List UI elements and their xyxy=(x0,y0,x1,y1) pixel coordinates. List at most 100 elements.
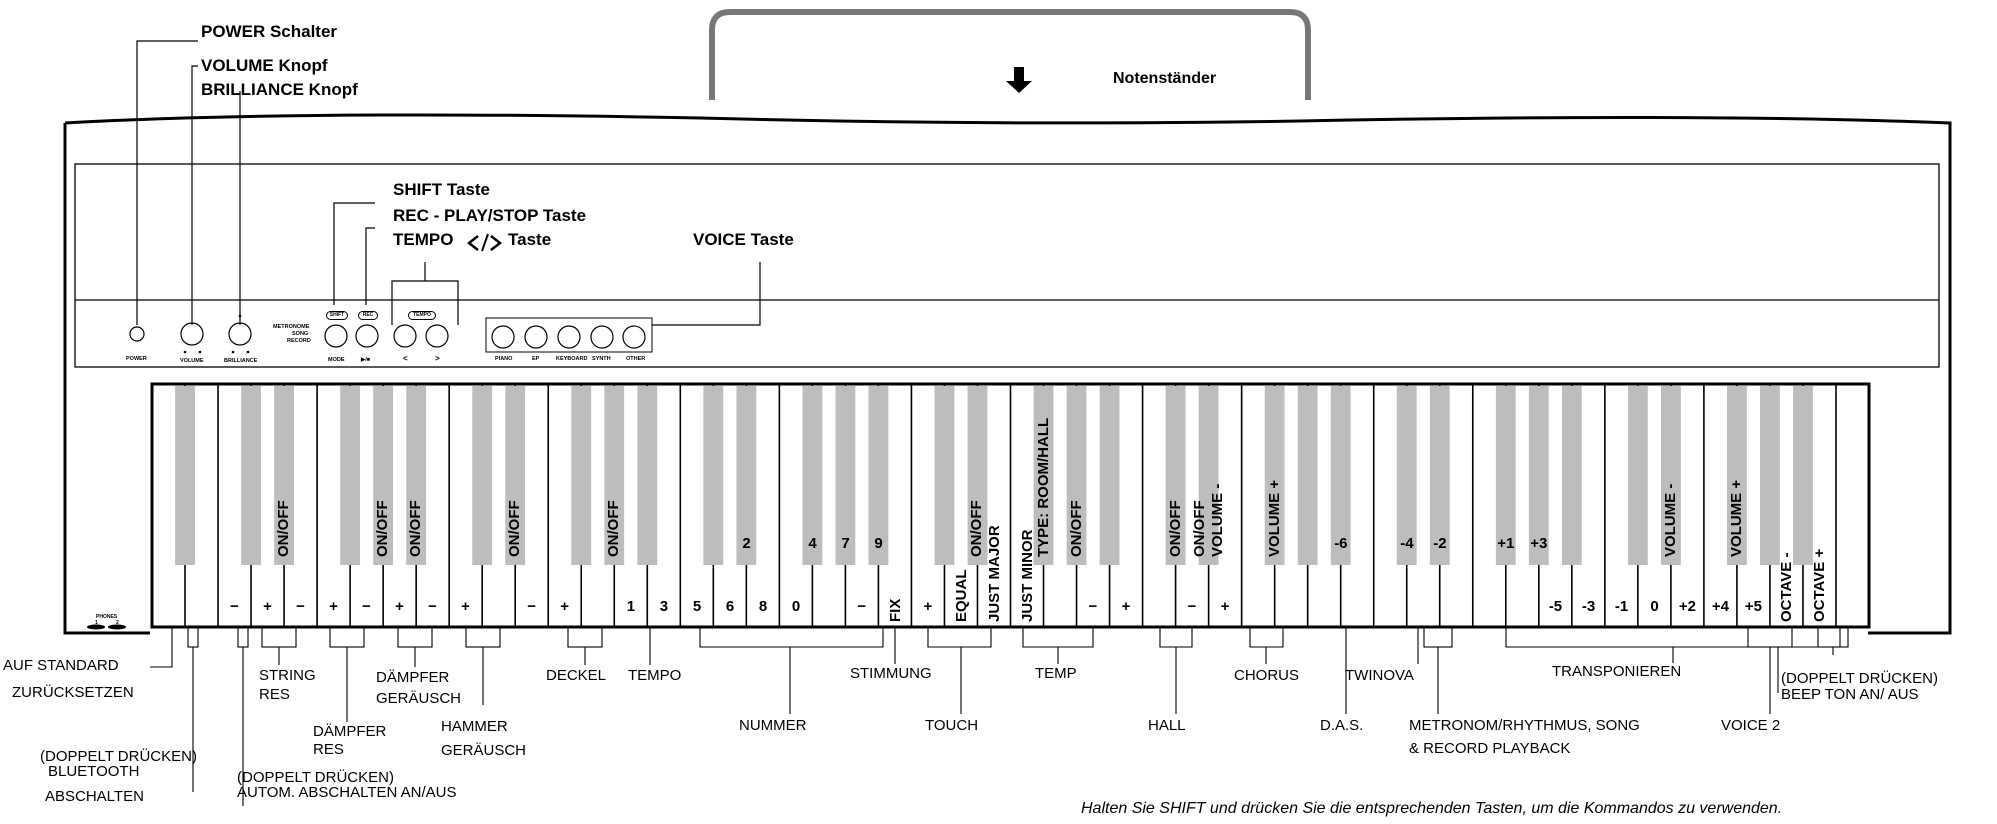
white-key-label: − xyxy=(1088,598,1098,615)
power-callout: POWER Schalter xyxy=(201,22,338,41)
white-key-label: 0 xyxy=(791,598,801,615)
touch-label: TOUCH xyxy=(925,717,979,734)
black-key[interactable] xyxy=(1793,386,1813,565)
black-key[interactable] xyxy=(1330,386,1351,565)
temp-label: TEMP xyxy=(1035,665,1077,682)
white-key-label: 3 xyxy=(659,598,669,615)
control-panel xyxy=(74,163,1940,368)
voice-button-synth xyxy=(590,325,614,349)
tempo-label: TEMPO xyxy=(628,667,682,684)
white-key-label: − xyxy=(362,598,371,615)
line-voice2 xyxy=(1747,626,1793,648)
black-key[interactable] xyxy=(703,386,724,565)
black-key-label: ON/OFF xyxy=(374,500,392,557)
black-key[interactable] xyxy=(1495,386,1516,565)
black-key[interactable] xyxy=(1264,386,1285,565)
black-key[interactable] xyxy=(1165,386,1186,565)
black-key[interactable] xyxy=(406,386,427,565)
black-key[interactable] xyxy=(604,386,625,565)
volume-knob xyxy=(180,322,204,346)
black-key[interactable] xyxy=(1660,386,1681,565)
black-key-label: ON/OFF xyxy=(605,500,623,557)
line-auto-key xyxy=(237,626,249,648)
white-key-label: 6 xyxy=(725,598,735,615)
bluetooth-note-3: ABSCHALTEN xyxy=(45,788,144,805)
black-key[interactable] xyxy=(241,386,261,565)
black-key[interactable] xyxy=(1198,386,1219,565)
black-key[interactable] xyxy=(835,386,856,565)
black-key[interactable] xyxy=(1528,386,1549,565)
white-key-vertical-label: JUST MINOR xyxy=(1019,529,1036,622)
white-key-vertical-label: JUST MAJOR xyxy=(985,525,1003,622)
line-chorus xyxy=(1249,627,1284,648)
black-key[interactable] xyxy=(1099,386,1120,565)
black-key[interactable] xyxy=(736,386,757,565)
white-key-label: + xyxy=(923,598,933,615)
line-metronom xyxy=(1423,626,1453,648)
mode-label: MODE xyxy=(328,357,345,363)
black-keys xyxy=(175,386,1813,565)
black-key[interactable] xyxy=(1066,386,1087,565)
brilliance-label: BRILLIANCE xyxy=(224,358,258,364)
white-key-label: -3 xyxy=(1581,598,1596,615)
black-key[interactable] xyxy=(1297,386,1318,565)
black-key-number: -6 xyxy=(1334,535,1348,552)
phones-2-label: 2 xyxy=(116,620,119,626)
line-temp xyxy=(1022,627,1094,648)
black-key[interactable] xyxy=(967,386,988,565)
auf-standard-label: AUF STANDARD xyxy=(3,657,119,674)
black-key[interactable] xyxy=(1561,386,1582,565)
white-key-label: -1 xyxy=(1614,598,1629,615)
tempo-badge: TEMPO xyxy=(408,311,436,320)
brilliance-dot-top xyxy=(238,314,242,318)
white-key-label: − xyxy=(296,598,305,615)
song-indicator: SONG xyxy=(292,331,309,337)
shift-callout: SHIFT Taste xyxy=(393,180,490,199)
volume-leader xyxy=(191,65,198,325)
black-key[interactable] xyxy=(637,386,658,565)
power-switch xyxy=(129,326,145,342)
black-key-label: ON/OFF xyxy=(1166,500,1184,557)
black-key[interactable] xyxy=(373,386,394,565)
white-key-label: + xyxy=(329,598,338,615)
black-key[interactable] xyxy=(1033,386,1054,565)
white-key-label: + xyxy=(1121,598,1131,615)
black-key[interactable] xyxy=(1727,386,1747,565)
mode-button xyxy=(324,324,348,348)
white-key-label: + xyxy=(560,598,569,615)
black-key[interactable] xyxy=(1627,386,1648,565)
black-key[interactable] xyxy=(1429,386,1450,565)
black-key-number: +3 xyxy=(1530,535,1548,552)
black-key[interactable] xyxy=(175,386,195,565)
tempo-callout-suffix: Taste xyxy=(508,230,552,249)
record-indicator: RECORD xyxy=(287,338,311,344)
beep-note-1: (DOPPELT DRÜCKEN) xyxy=(1781,670,1938,687)
tempo-up-label: > xyxy=(435,354,440,363)
black-key-label: VOLUME - xyxy=(1208,483,1226,557)
black-key-label: ON/OFF xyxy=(968,500,986,557)
white-key-label: + xyxy=(461,598,470,615)
white-key-label: 1 xyxy=(626,598,636,615)
voice-button-piano xyxy=(491,325,515,349)
shift-leader xyxy=(333,202,375,305)
black-key[interactable] xyxy=(934,386,955,565)
black-key[interactable] xyxy=(868,386,889,565)
black-key[interactable] xyxy=(1396,386,1417,565)
voice-label-piano: PIANO xyxy=(495,356,513,362)
tempo-arrows-icon xyxy=(466,233,503,252)
white-key-label: + xyxy=(1220,598,1230,615)
black-key[interactable] xyxy=(274,386,294,565)
white-key-vertical-label: FIX xyxy=(886,598,904,622)
black-key-number: 9 xyxy=(874,535,883,552)
black-key[interactable] xyxy=(802,386,823,565)
tempo-down-button xyxy=(393,324,417,348)
chorus-label: CHORUS xyxy=(1234,667,1300,684)
black-key[interactable] xyxy=(472,386,493,565)
hall-label: HALL xyxy=(1148,717,1186,734)
white-key-label: − xyxy=(527,598,536,615)
black-key[interactable] xyxy=(340,386,361,565)
black-key[interactable] xyxy=(571,386,592,565)
black-key[interactable] xyxy=(505,386,526,565)
power-label: POWER xyxy=(126,356,147,362)
black-key[interactable] xyxy=(1760,386,1780,565)
